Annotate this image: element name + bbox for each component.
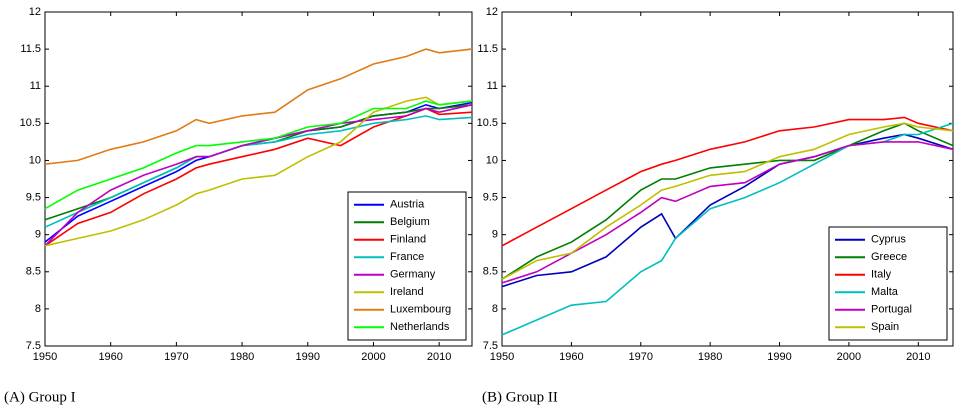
x-tick-label: 2000 bbox=[837, 351, 861, 363]
series-line bbox=[501, 133, 954, 288]
legend-label: Belgium bbox=[390, 216, 430, 228]
legend-label: Portugal bbox=[871, 304, 912, 316]
y-tick-label: 9.5 bbox=[483, 191, 498, 203]
y-tick-label: 11.5 bbox=[477, 43, 498, 55]
y-tick-label: 11 bbox=[487, 80, 498, 92]
y-tick-label: 12 bbox=[486, 6, 498, 18]
legend-label: Finland bbox=[390, 234, 426, 246]
caption: (B) Group II bbox=[482, 389, 558, 405]
x-tick-label: 2000 bbox=[361, 351, 385, 363]
y-tick-label: 10 bbox=[29, 154, 41, 166]
legend-box bbox=[828, 226, 948, 341]
legend-label: Spain bbox=[871, 321, 899, 333]
legend-label: Greece bbox=[871, 251, 907, 263]
series-line bbox=[44, 48, 473, 165]
y-tick-label: 7.5 bbox=[483, 340, 498, 352]
x-tick-label: 1970 bbox=[164, 351, 188, 363]
y-tick-label: 8.5 bbox=[483, 266, 498, 278]
y-tick-label: 7.5 bbox=[26, 340, 41, 352]
x-tick-label: 1960 bbox=[559, 351, 583, 363]
legend-label: Luxembourg bbox=[390, 304, 451, 316]
y-tick-label: 8.5 bbox=[26, 266, 41, 278]
x-tick-label: 1960 bbox=[98, 351, 122, 363]
legend-label: Austria bbox=[390, 199, 425, 211]
series-line bbox=[44, 104, 473, 247]
y-tick-label: 12 bbox=[29, 6, 41, 18]
x-tick-label: 1990 bbox=[767, 351, 791, 363]
y-tick-label: 8 bbox=[35, 303, 41, 315]
x-tick-label: 1970 bbox=[629, 351, 653, 363]
y-tick-label: 9.5 bbox=[26, 191, 41, 203]
y-tick-label: 8 bbox=[492, 303, 498, 315]
x-tick-label: 1950 bbox=[490, 351, 514, 363]
legend-label: Malta bbox=[871, 286, 899, 298]
y-tick-label: 9 bbox=[35, 229, 41, 241]
legend-label: Ireland bbox=[390, 286, 424, 298]
series-line bbox=[44, 96, 473, 247]
legend-box bbox=[347, 191, 467, 341]
x-tick-label: 1980 bbox=[698, 351, 722, 363]
series-line bbox=[501, 122, 954, 280]
y-tick-label: 10.5 bbox=[477, 117, 498, 129]
y-tick-label: 11.5 bbox=[20, 43, 41, 55]
legend-label: Italy bbox=[871, 269, 892, 281]
legend-label: Germany bbox=[390, 269, 436, 281]
caption: (A) Group I bbox=[4, 389, 76, 405]
series-line bbox=[501, 122, 954, 336]
series-line bbox=[501, 116, 954, 247]
x-tick-label: 1980 bbox=[230, 351, 254, 363]
y-tick-label: 10.5 bbox=[20, 117, 41, 129]
x-tick-label: 1950 bbox=[33, 351, 57, 363]
y-tick-label: 10 bbox=[486, 154, 498, 166]
x-tick-label: 2010 bbox=[906, 351, 930, 363]
x-tick-label: 1990 bbox=[296, 351, 320, 363]
series-line bbox=[44, 115, 473, 228]
legend-label: Cyprus bbox=[871, 234, 906, 246]
y-tick-label: 11 bbox=[30, 80, 41, 92]
y-tick-label: 9 bbox=[492, 229, 498, 241]
legend-label: France bbox=[390, 251, 424, 263]
series-line bbox=[501, 122, 954, 280]
series-line bbox=[44, 100, 473, 210]
legend-label: Netherlands bbox=[390, 321, 450, 333]
series-line bbox=[501, 141, 954, 284]
x-tick-label: 2010 bbox=[427, 351, 451, 363]
